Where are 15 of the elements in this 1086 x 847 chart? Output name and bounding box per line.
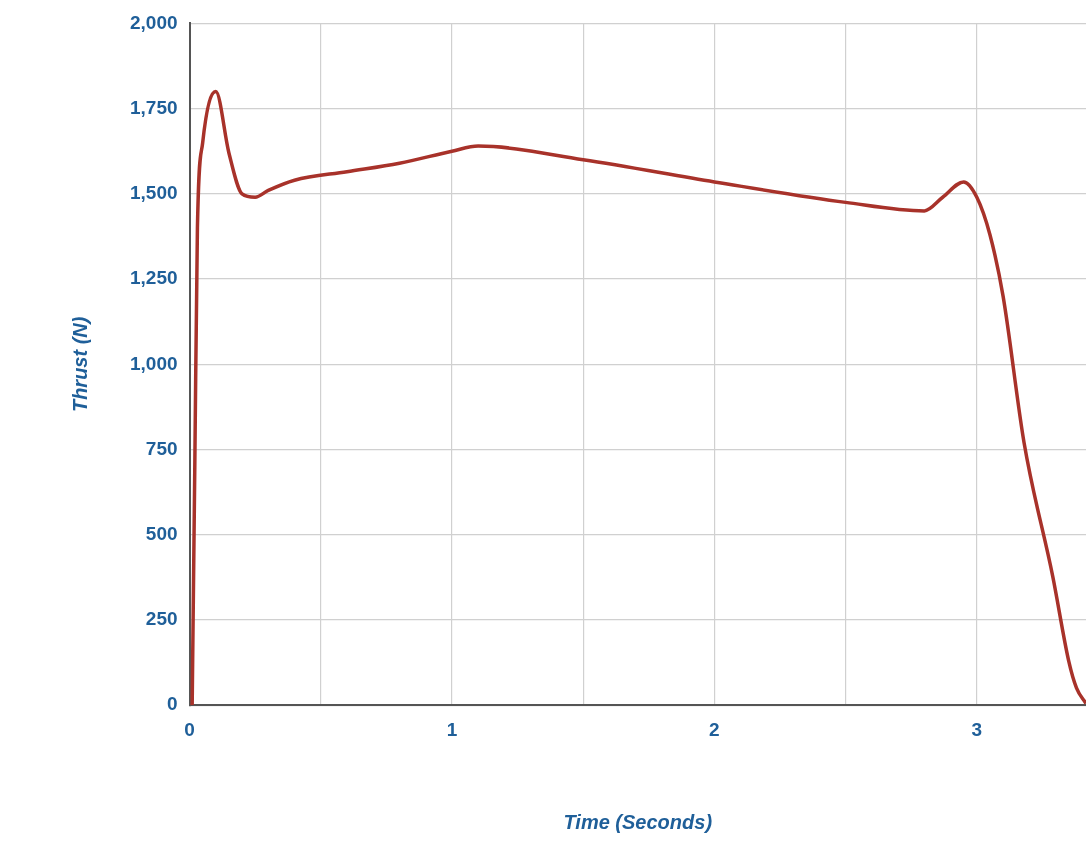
y-tick-label: 250 xyxy=(145,608,178,630)
y-tick-label: 500 xyxy=(145,522,178,544)
x-tick-label: 2 xyxy=(709,718,720,740)
y-tick-label: 1,250 xyxy=(130,267,178,289)
y-tick-label: 1,750 xyxy=(130,96,178,118)
y-tick-label: 1,500 xyxy=(130,182,178,204)
y-tick-label: 0 xyxy=(166,693,178,715)
x-axis-title: Time (Seconds) xyxy=(563,810,713,833)
y-tick-label: 750 xyxy=(145,437,178,459)
y-tick-label: 2,000 xyxy=(130,11,178,33)
x-tick-label: 3 xyxy=(971,718,983,740)
x-tick-label: 0 xyxy=(184,718,195,740)
y-tick-label: 1,000 xyxy=(130,352,178,374)
x-tick-label: 1 xyxy=(446,718,458,740)
y-axis-title: Thrust (N) xyxy=(68,316,91,413)
